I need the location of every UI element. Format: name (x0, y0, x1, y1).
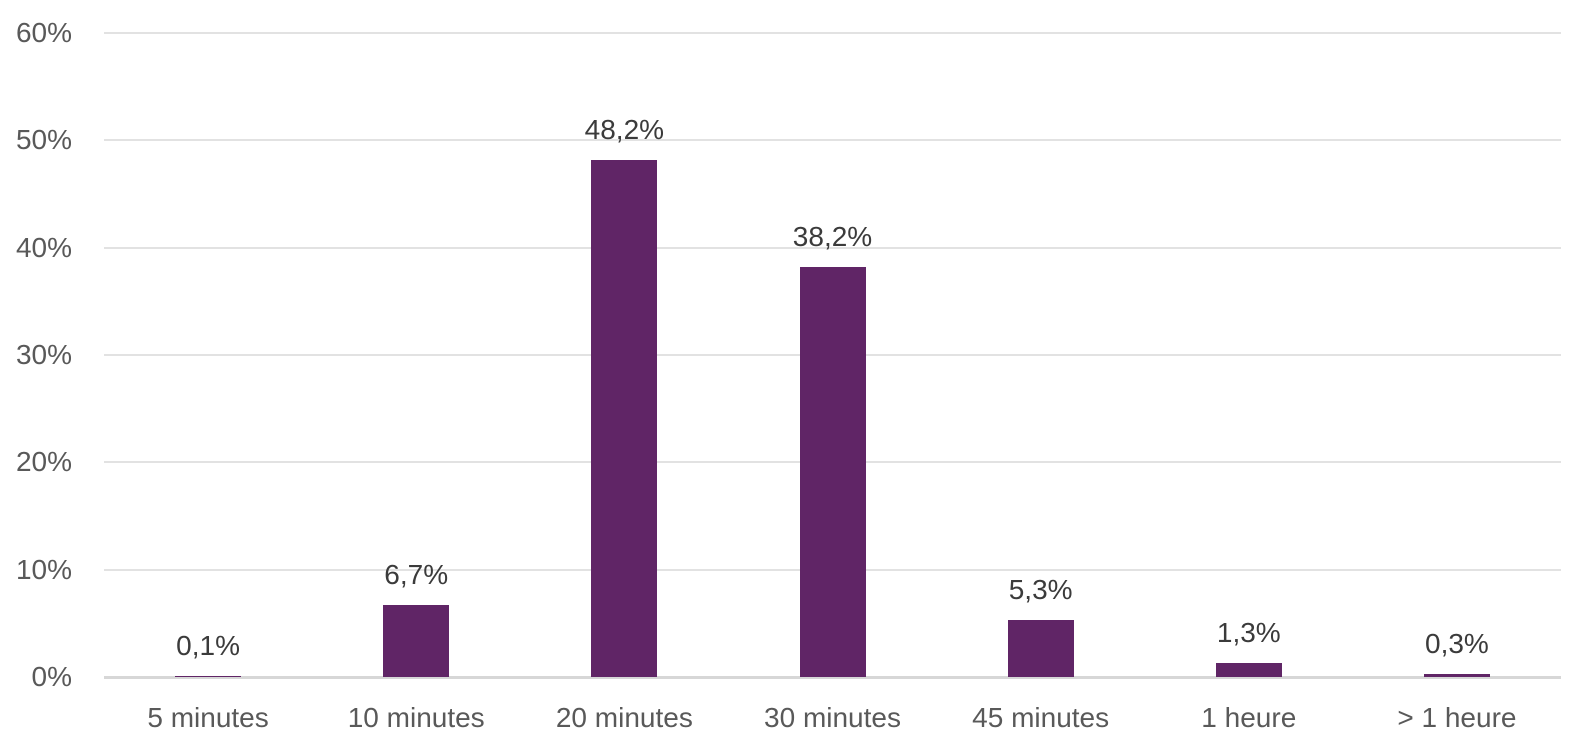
x-category-label: 5 minutes (147, 702, 269, 733)
gridline (104, 139, 1561, 142)
y-tick-label: 50% (15, 124, 72, 156)
bar (1008, 620, 1074, 677)
bar-value-label: 1,3% (1216, 617, 1281, 648)
y-tick-label: 60% (15, 17, 72, 48)
bar-value-label: 0,1% (176, 630, 240, 661)
y-tick-label: 20% (15, 446, 72, 478)
bar-value-label: 0,3% (1425, 628, 1489, 659)
bar (800, 267, 866, 677)
bar-value-label: 38,2% (792, 221, 873, 252)
bar-value-label: 48,2% (584, 114, 665, 145)
x-category-label: 10 minutes (347, 702, 485, 733)
bar (175, 676, 241, 677)
x-category-label: 30 minutes (764, 702, 901, 733)
bar (591, 160, 657, 677)
gridline (104, 246, 1561, 249)
bar-value-label: 5,3% (1008, 574, 1073, 605)
x-category-label: 1 heure (1201, 702, 1297, 733)
y-tick-label: 10% (15, 553, 72, 585)
x-category-label: 45 minutes (972, 702, 1110, 733)
bar (1424, 674, 1490, 677)
x-axis-line (104, 676, 1561, 679)
bar-value-label: 6,7% (384, 559, 449, 590)
y-tick-label: 0% (31, 661, 72, 692)
y-tick-label: 30% (15, 339, 72, 370)
y-tick-label: 40% (15, 231, 72, 263)
x-category-label: > 1 heure (1397, 702, 1517, 733)
gridline (104, 32, 1561, 34)
bar (383, 605, 449, 677)
bar (1216, 663, 1282, 677)
x-category-label: 20 minutes (555, 702, 693, 733)
